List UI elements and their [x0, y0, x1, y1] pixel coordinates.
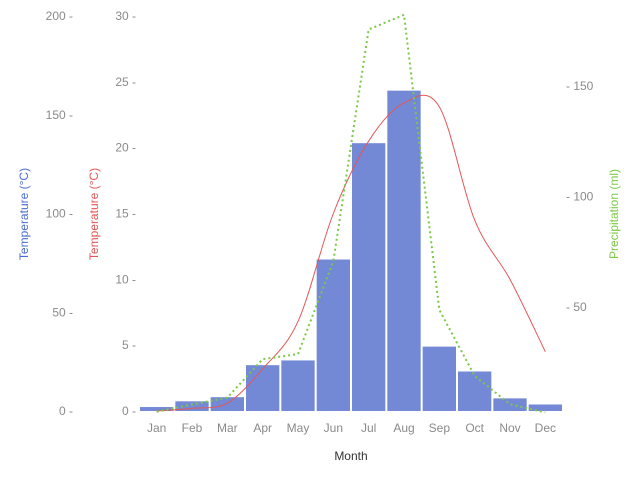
bar-dec [528, 404, 562, 411]
x-tick-label: Jun [324, 421, 343, 435]
x-tick-label: Dec [535, 421, 556, 435]
y-tick-label: 20 - [115, 141, 136, 155]
y-axis-title: Precipitation (ml) [607, 169, 621, 259]
line-series [156, 13, 546, 414]
x-tick-label: Apr [253, 421, 272, 435]
x-tick-label: Jan [147, 421, 166, 435]
bar-jan [140, 407, 174, 411]
x-tick-label: Sep [429, 421, 451, 435]
y-tick-label: 10 - [115, 272, 136, 286]
x-tick-label: Feb [182, 421, 203, 435]
y-axis-title: Temperature (°C) [17, 168, 31, 260]
bar-apr [246, 365, 280, 411]
bar-sep [422, 346, 456, 411]
x-tick-label: Mar [217, 421, 238, 435]
bar-jul [352, 143, 386, 411]
x-axis-title: Month [334, 449, 367, 463]
x-tick-label: Aug [393, 421, 414, 435]
x-tick-label: Jul [361, 421, 376, 435]
bar-may [281, 360, 315, 411]
y-tick-label: 150 - [46, 108, 73, 122]
y-tick-label: 50 - [52, 305, 73, 319]
bar-mar [210, 397, 244, 411]
axes: Jan Feb Mar Apr May Jun Jul Aug Sep Oct Nov Dec 0 - 5… [17, 9, 621, 435]
y-tick-label: 25 - [115, 75, 136, 89]
bar-jun [316, 259, 350, 411]
precipitation-line [156, 13, 546, 414]
y-tick-label: 200 - [46, 9, 73, 23]
y-tick-label: 100 - [46, 207, 73, 221]
bar-oct [458, 371, 492, 411]
bar-aug [387, 90, 421, 411]
x-tick-label: Oct [465, 421, 484, 435]
y-tick-label: 15 - [115, 207, 136, 221]
y-tick-label: 30 - [115, 9, 136, 23]
y-tick-label: - 50 [566, 300, 587, 314]
y-tick-label: 0 - [59, 404, 73, 418]
bar-feb [175, 401, 209, 411]
y-axis-title: Temperature (°C) [87, 168, 101, 260]
temperature-line [156, 94, 546, 412]
bar-nov [493, 398, 527, 411]
x-tick-label: Nov [499, 421, 520, 435]
bar-series [140, 90, 562, 411]
x-tick-label: May [287, 421, 310, 435]
y-tick-label: 5 - [122, 338, 136, 352]
y-tick-label: - 100 [566, 190, 594, 204]
y-tick-label: 0 - [122, 404, 136, 418]
y-tick-label: - 150 [566, 79, 594, 93]
